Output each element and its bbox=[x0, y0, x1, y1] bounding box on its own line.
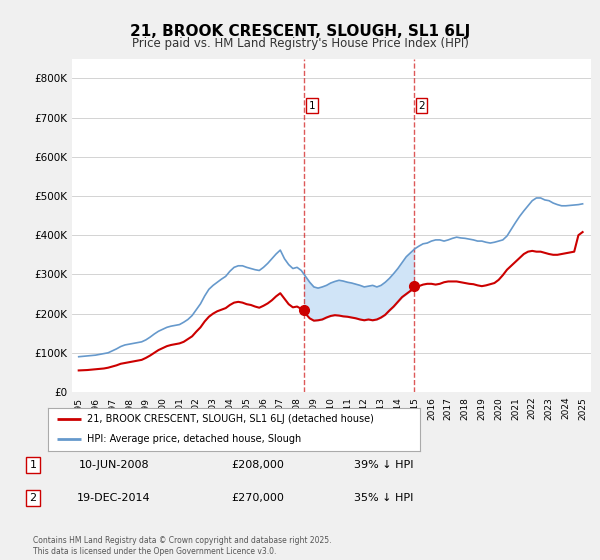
Text: Contains HM Land Registry data © Crown copyright and database right 2025.
This d: Contains HM Land Registry data © Crown c… bbox=[33, 536, 331, 556]
Text: Price paid vs. HM Land Registry's House Price Index (HPI): Price paid vs. HM Land Registry's House … bbox=[131, 37, 469, 50]
Text: 1: 1 bbox=[29, 460, 37, 470]
Text: HPI: Average price, detached house, Slough: HPI: Average price, detached house, Slou… bbox=[87, 434, 301, 444]
Text: 2: 2 bbox=[29, 493, 37, 503]
Text: 21, BROOK CRESCENT, SLOUGH, SL1 6LJ (detached house): 21, BROOK CRESCENT, SLOUGH, SL1 6LJ (det… bbox=[87, 414, 374, 424]
Text: £208,000: £208,000 bbox=[232, 460, 284, 470]
Text: 35% ↓ HPI: 35% ↓ HPI bbox=[355, 493, 413, 503]
Text: 19-DEC-2014: 19-DEC-2014 bbox=[77, 493, 151, 503]
Text: 1: 1 bbox=[308, 101, 315, 111]
Text: £270,000: £270,000 bbox=[232, 493, 284, 503]
Text: 2: 2 bbox=[418, 101, 425, 111]
Text: 39% ↓ HPI: 39% ↓ HPI bbox=[354, 460, 414, 470]
Text: 21, BROOK CRESCENT, SLOUGH, SL1 6LJ: 21, BROOK CRESCENT, SLOUGH, SL1 6LJ bbox=[130, 24, 470, 39]
Text: 10-JUN-2008: 10-JUN-2008 bbox=[79, 460, 149, 470]
